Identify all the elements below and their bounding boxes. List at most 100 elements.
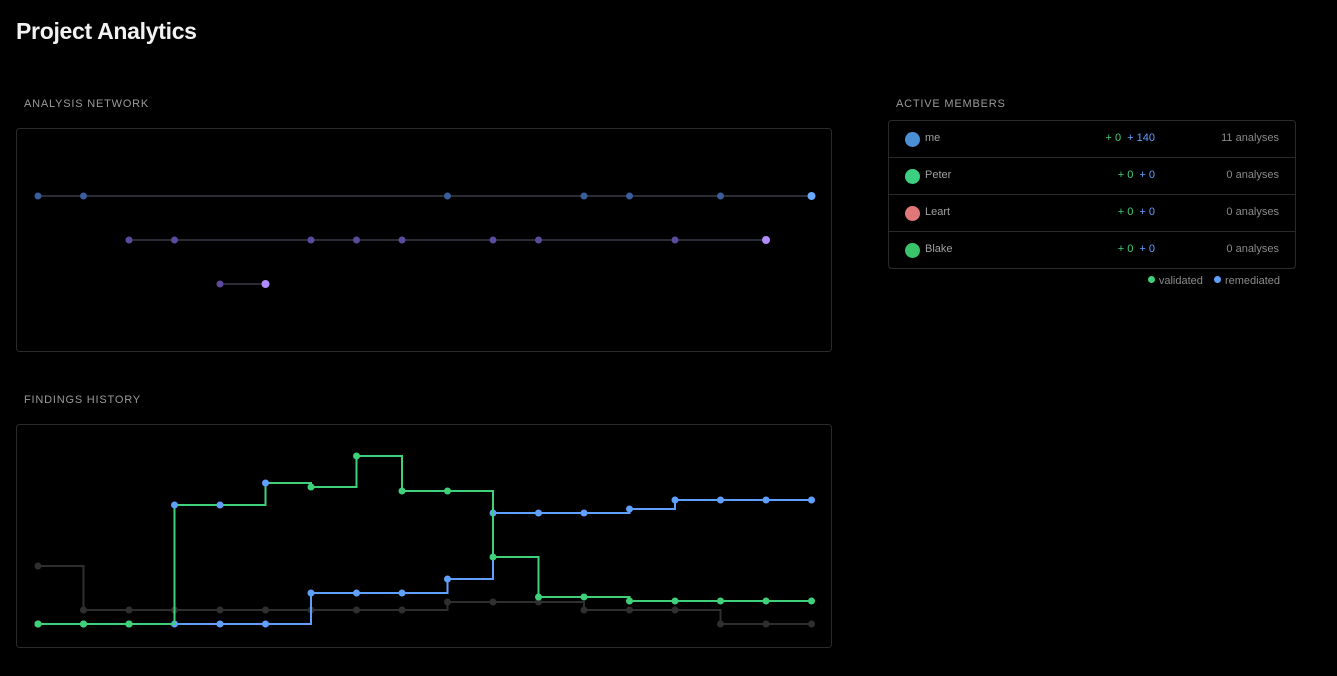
baseline-point <box>353 606 360 614</box>
member-row[interactable]: Leart + 0 + 0 0 analyses <box>889 195 1295 232</box>
legend-validated-label: validated <box>1158 275 1203 287</box>
validated-point <box>80 620 87 628</box>
commit-node <box>125 236 133 244</box>
member-row[interactable]: Blake + 0 + 0 0 analyses <box>889 232 1295 269</box>
commit-node <box>807 192 816 200</box>
validated-point <box>398 487 406 495</box>
validated-count: + 0 <box>1117 169 1134 181</box>
validated-point <box>717 597 724 605</box>
validated-count: + 0 <box>1117 243 1134 255</box>
commit-node <box>671 236 679 244</box>
remediated-point <box>216 620 224 628</box>
commit-node <box>626 192 633 200</box>
commit-node <box>535 236 542 244</box>
remediated-point <box>808 496 815 504</box>
remediated-dot-icon <box>1213 276 1221 283</box>
members-table: me + 0 + 140 11 analyses Peter + 0 + 0 0 a… <box>888 120 1296 269</box>
validated-count: + 0 <box>1117 206 1134 218</box>
member-stats: + 0 + 0 <box>1118 206 1155 218</box>
validated-point <box>762 597 770 605</box>
baseline-line <box>38 565 812 625</box>
validated-point <box>489 553 497 561</box>
commit-node <box>34 192 42 200</box>
validated-count: + 0 <box>1105 132 1122 144</box>
commit-node <box>762 236 770 244</box>
validated-point <box>171 501 178 509</box>
avatar <box>905 132 920 147</box>
validated-point <box>34 620 42 628</box>
remediated-count: + 0 <box>1139 243 1155 255</box>
commit-node <box>307 236 315 244</box>
remediated-point <box>353 589 360 597</box>
validated-point <box>671 597 679 605</box>
baseline-point <box>262 606 269 614</box>
member-stats: + 0 + 0 <box>1118 169 1155 181</box>
baseline-point <box>580 606 588 614</box>
analysis-network-label: ANALYSIS NETWORK <box>24 98 150 110</box>
baseline-point <box>535 598 542 606</box>
legend-remediated-label: remediated <box>1224 275 1280 287</box>
baseline-point <box>762 620 770 628</box>
baseline-point <box>216 606 224 614</box>
legend-remediated: remediated <box>1213 275 1280 287</box>
member-row[interactable]: me + 0 + 140 11 analyses <box>889 121 1295 158</box>
validated-point <box>535 593 542 601</box>
baseline-point <box>808 620 815 628</box>
validated-point <box>444 487 451 495</box>
member-name: Blake <box>925 243 953 255</box>
avatar <box>905 206 920 221</box>
remediated-count: + 140 <box>1127 132 1155 144</box>
analysis-network-panel <box>16 128 832 352</box>
findings-history-label: FINDINGS HISTORY <box>24 394 141 406</box>
remediated-count: + 0 <box>1139 169 1155 181</box>
avatar <box>905 169 920 184</box>
remediated-point <box>398 589 406 597</box>
members-legend: validated remediated <box>1140 275 1280 287</box>
commit-node <box>489 236 497 244</box>
validated-point <box>262 479 269 487</box>
member-stats: + 0 + 0 <box>1118 243 1155 255</box>
commit-node <box>80 192 87 200</box>
commit-node <box>580 192 588 200</box>
baseline-point <box>489 598 497 606</box>
validated-line <box>38 455 812 625</box>
remediated-point <box>626 505 633 513</box>
member-row[interactable]: Peter + 0 + 0 0 analyses <box>889 158 1295 195</box>
member-name: me <box>925 132 941 144</box>
remediated-point <box>535 509 542 517</box>
member-stats: + 0 + 140 <box>1106 132 1155 144</box>
baseline-point <box>626 606 633 614</box>
commit-node <box>717 192 724 200</box>
baseline-point <box>125 606 133 614</box>
commit-node <box>261 280 270 288</box>
validated-point <box>626 597 633 605</box>
analyses-count: 0 analyses <box>1226 169 1279 181</box>
findings-history-chart <box>34 452 815 628</box>
remediated-point <box>762 496 770 504</box>
findings-history-panel <box>16 424 832 648</box>
validated-point <box>580 593 588 601</box>
page-title: Project Analytics <box>16 18 197 44</box>
member-name: Leart <box>925 206 951 218</box>
baseline-point <box>80 606 87 614</box>
member-name: Peter <box>925 169 952 181</box>
baseline-point <box>671 606 679 614</box>
active-members-label: ACTIVE MEMBERS <box>896 98 1006 110</box>
validated-point <box>125 620 133 628</box>
baseline-point <box>444 598 451 606</box>
validated-point <box>307 483 315 491</box>
remediated-point <box>717 496 724 504</box>
remediated-line <box>38 499 812 625</box>
commit-node <box>353 236 360 244</box>
remediated-point <box>262 620 269 628</box>
legend-validated: validated <box>1147 275 1203 287</box>
validated-point <box>353 452 360 460</box>
commit-node <box>444 192 451 200</box>
validated-point <box>808 597 815 605</box>
baseline-point <box>34 562 42 570</box>
analyses-count: 11 analyses <box>1221 132 1279 144</box>
analyses-count: 0 analyses <box>1226 243 1279 255</box>
remediated-point <box>307 589 315 597</box>
remediated-point <box>580 509 588 517</box>
avatar <box>905 243 920 258</box>
